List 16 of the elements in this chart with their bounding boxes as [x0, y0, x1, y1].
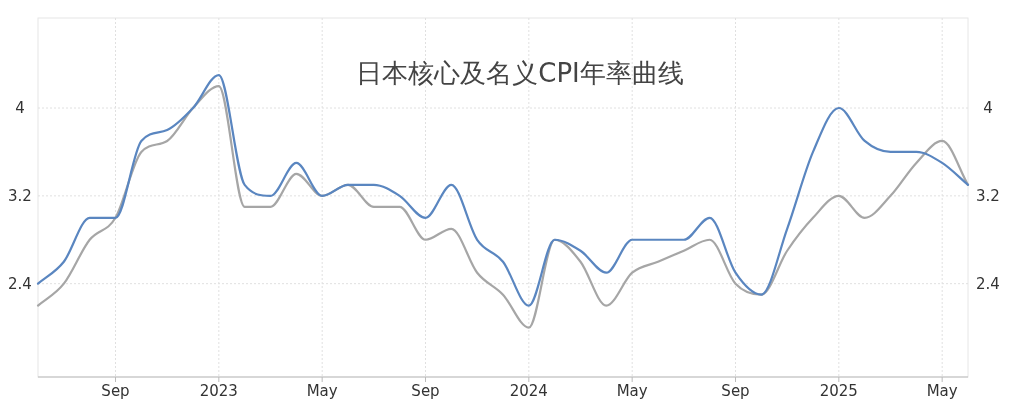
y2-tick-label: 2.4: [976, 274, 1000, 293]
x-tick-label: 2023: [199, 382, 238, 400]
y2-tick-label: 4: [983, 99, 993, 118]
x-tick-label: Sep: [721, 382, 750, 400]
x-tick-label: May: [306, 382, 338, 400]
y-tick-label: 3.2: [8, 186, 32, 205]
x-tick-label: Sep: [411, 382, 440, 400]
x-tick-label: 2025: [819, 382, 858, 400]
y2-tick-label: 3.2: [976, 186, 1000, 205]
y-tick-label: 2.4: [8, 274, 32, 293]
x-tick-label: Sep: [101, 382, 130, 400]
x-tick-label: 2024: [509, 382, 548, 400]
x-tick-label: May: [616, 382, 648, 400]
text: 日本核心及名义CPI年率曲线: [356, 58, 684, 88]
x-tick-label: May: [926, 382, 958, 400]
y-tick-label: 4: [15, 99, 25, 118]
